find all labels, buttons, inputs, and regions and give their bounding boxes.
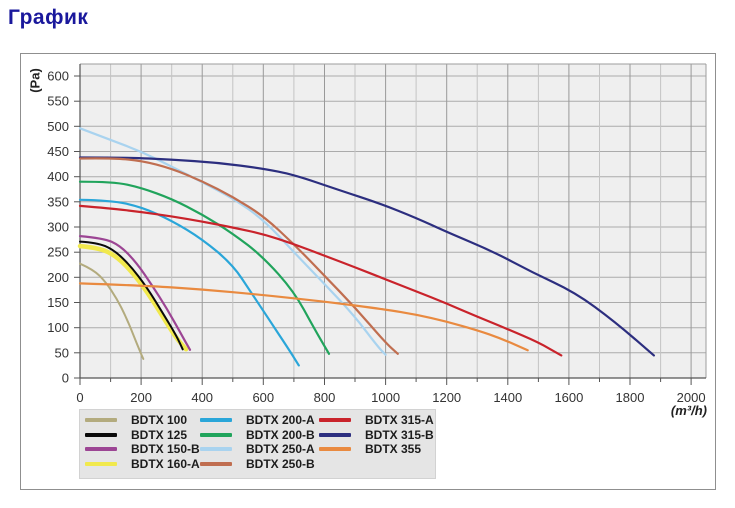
chart-canvas: 0 200 400 600 800 1000 1200 1400 1600 1800 2000 0 50… xyxy=(47,63,707,405)
legend-swatch xyxy=(85,462,117,466)
legend-swatch xyxy=(200,418,232,422)
x-tick-label: 1200 xyxy=(432,390,461,405)
curve-BDTX-100 xyxy=(79,262,145,360)
y-axis-unit-label: (Pa) xyxy=(27,68,43,93)
page-title: График xyxy=(8,6,89,29)
x-tick-label: 800 xyxy=(314,390,336,405)
y-tick-label: 300 xyxy=(47,220,69,235)
x-tick-label: 0 xyxy=(76,390,83,405)
x-tick-label: 1800 xyxy=(616,390,645,405)
y-tick-label: 600 xyxy=(47,69,69,84)
legend-label: BDTX 250-B xyxy=(246,457,315,471)
legend-swatch xyxy=(200,433,232,437)
x-tick-label: 1400 xyxy=(493,390,522,405)
y-tick-labels: 0 50 100 150 200 250 300 350 400 450 500 550 600 xyxy=(47,69,69,386)
legend-label: BDTX 150-B xyxy=(131,442,200,456)
legend-swatch xyxy=(319,447,351,451)
legend-swatch xyxy=(319,433,351,437)
chart-legend: BDTX 100 BDTX 125 BDTX 150-B BDTX 160-A BDTX… xyxy=(79,409,436,479)
curve-BDTX-315-A xyxy=(78,204,563,357)
axis-ticks xyxy=(74,75,692,385)
x-tick-label: 1000 xyxy=(371,390,400,405)
curve-BDTX-315-B xyxy=(78,156,655,357)
legend-label: BDTX 355 xyxy=(365,442,422,456)
y-tick-label: 0 xyxy=(62,371,69,386)
y-tick-label: 200 xyxy=(47,270,69,285)
legend-label: BDTX 250-A xyxy=(246,442,315,456)
x-tick-label: 200 xyxy=(130,390,152,405)
curve-BDTX-200-A xyxy=(78,198,300,367)
x-tick-label: 1600 xyxy=(554,390,583,405)
legend-label: BDTX 100 xyxy=(131,413,188,427)
legend-swatch xyxy=(85,433,117,437)
curve-BDTX-355 xyxy=(78,282,529,352)
curve-BDTX-150-B xyxy=(78,235,192,351)
x-axis-unit-label: (m³/h) xyxy=(670,403,707,418)
y-tick-label: 150 xyxy=(47,295,69,310)
y-tick-label: 50 xyxy=(55,345,69,360)
legend-item: BDTX 315-B xyxy=(319,428,434,442)
curve-BDTX-250-A xyxy=(78,127,387,356)
chart-panel: 0 200 400 600 800 1000 1200 1400 1600 1800 2000 0 50… xyxy=(20,53,716,490)
legend-label: BDTX 160-A xyxy=(131,457,200,471)
legend-item: BDTX 315-A xyxy=(319,413,434,427)
legend-item: BDTX 250-A xyxy=(200,442,315,456)
x-tick-labels: 0 200 400 600 800 1000 1200 1400 1600 1800 2000 xyxy=(76,390,705,405)
x-tick-label: 600 xyxy=(252,390,274,405)
legend-label: BDTX 200-B xyxy=(246,428,315,442)
curve-BDTX-160-A xyxy=(77,243,189,352)
legend-item: BDTX 160-A xyxy=(85,457,200,471)
legend-label: BDTX 315-B xyxy=(365,428,434,442)
y-tick-label: 450 xyxy=(47,144,69,159)
x-tick-label: 400 xyxy=(191,390,213,405)
curve-BDTX-125 xyxy=(79,240,184,351)
legend-swatch xyxy=(319,418,351,422)
y-tick-label: 400 xyxy=(47,169,69,184)
x-tick-label: 2000 xyxy=(677,390,706,405)
legend-label: BDTX 315-A xyxy=(365,413,434,427)
legend-label: BDTX 125 xyxy=(131,428,188,442)
legend-swatch xyxy=(85,418,117,422)
legend-item: BDTX 355 xyxy=(319,442,421,456)
legend-item: BDTX 100 xyxy=(85,413,187,427)
legend-item: BDTX 200-A xyxy=(200,413,315,427)
legend-swatch xyxy=(200,462,232,466)
fan-curves xyxy=(77,127,655,367)
y-tick-label: 350 xyxy=(47,194,69,209)
y-tick-label: 550 xyxy=(47,94,69,109)
y-tick-label: 100 xyxy=(47,320,69,335)
y-tick-label: 250 xyxy=(47,245,69,260)
legend-item: BDTX 250-B xyxy=(200,457,315,471)
legend-swatch xyxy=(200,447,232,451)
legend-item: BDTX 125 xyxy=(85,428,187,442)
y-tick-label: 500 xyxy=(47,119,69,134)
legend-item: BDTX 150-B xyxy=(85,442,200,456)
legend-item: BDTX 200-B xyxy=(200,428,315,442)
legend-swatch xyxy=(85,447,117,451)
legend-label: BDTX 200-A xyxy=(246,413,315,427)
plot-area xyxy=(80,64,706,378)
